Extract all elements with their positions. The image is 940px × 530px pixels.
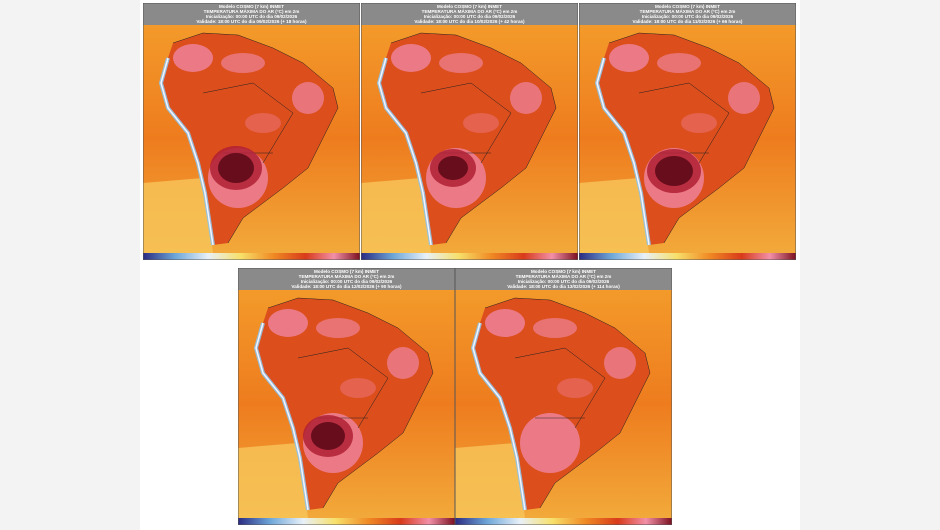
- init-time: Inicialização: 00:00 UTC do dia 09/02/20…: [518, 279, 610, 284]
- map-image: [579, 23, 796, 260]
- panel-header: [455, 268, 672, 290]
- panel-header: [238, 268, 455, 290]
- heat-core: [218, 153, 254, 183]
- map-image: [455, 288, 672, 525]
- map-image: [143, 23, 360, 260]
- model-label: Modelo COSMO (7 km) INMET: [314, 269, 379, 274]
- map-image: [361, 23, 578, 260]
- panel-border: [455, 268, 672, 525]
- init-time: Inicialização: 00:00 UTC do dia 09/02/20…: [642, 14, 734, 19]
- map-title: TEMPERATURA MÁXIMA DO AR (°C) em 2m: [299, 273, 395, 279]
- map-image: [238, 288, 455, 525]
- model-label: Modelo COSMO (7 km) INMET: [655, 4, 720, 9]
- heat-core: [655, 156, 693, 186]
- valid-time: Validade: 18:00 UTC do dia 10/02/2026 (+…: [414, 19, 525, 24]
- valid-time: Validade: 18:00 UTC do dia 12/02/2026 (+…: [291, 284, 402, 289]
- panel-border: [143, 3, 360, 260]
- image-sheet: Modelo COSMO (7 km) INMET TEMPERATURA MÁX…: [140, 0, 800, 530]
- panel-border: [238, 268, 455, 525]
- valid-time: Validade: 18:00 UTC do dia 09/02/2026 (+…: [196, 19, 307, 24]
- init-time: Inicialização: 00:00 UTC do dia 09/02/20…: [301, 279, 393, 284]
- heat-core: [438, 156, 468, 180]
- panel-header: [579, 3, 796, 25]
- model-label: Modelo COSMO (7 km) INMET: [531, 269, 596, 274]
- model-label: Modelo COSMO (7 km) INMET: [219, 4, 284, 9]
- map-title: TEMPERATURA MÁXIMA DO AR (°C) em 2m: [516, 273, 612, 279]
- map-title: TEMPERATURA MÁXIMA DO AR (°C) em 2m: [204, 8, 300, 14]
- valid-time: Validade: 18:00 UTC do dia 13/02/2026 (+…: [507, 284, 620, 289]
- model-label: Modelo COSMO (7 km) INMET: [437, 4, 502, 9]
- init-time: Inicialização: 00:00 UTC do dia 09/02/20…: [424, 14, 516, 19]
- panel-header: [143, 3, 360, 25]
- panel-header: [361, 3, 578, 25]
- heat-core: [311, 422, 345, 450]
- map-title: TEMPERATURA MÁXIMA DO AR (°C) em 2m: [422, 8, 518, 14]
- panel-border: [361, 3, 578, 260]
- panel-border: [579, 3, 796, 260]
- init-time: Inicialização: 00:00 UTC do dia 09/02/20…: [206, 14, 298, 19]
- map-title: TEMPERATURA MÁXIMA DO AR (°C) em 2m: [640, 8, 736, 14]
- valid-time: Validade: 18:00 UTC do dia 11/02/2026 (+…: [633, 19, 743, 24]
